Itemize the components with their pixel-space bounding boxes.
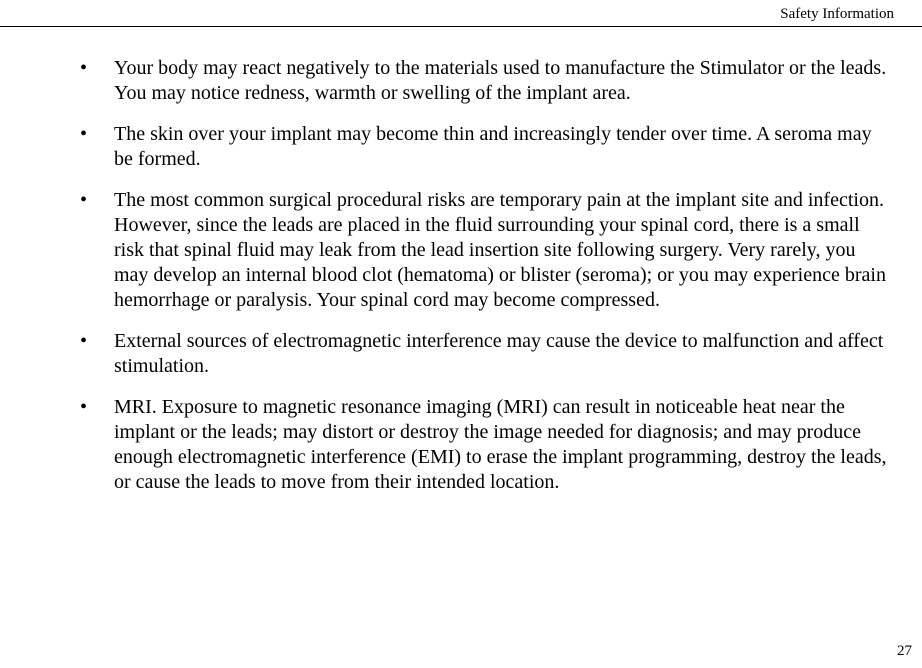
bullet-text: The most common surgical procedural risk…	[114, 189, 886, 311]
bullet-list: • Your body may react negatively to the …	[80, 56, 894, 495]
header-rule	[0, 26, 922, 27]
bullet-icon: •	[80, 329, 87, 354]
list-item: • External sources of electromagnetic in…	[80, 329, 894, 379]
page-number: 27	[897, 643, 912, 660]
bullet-icon: •	[80, 56, 87, 81]
bullet-icon: •	[80, 395, 87, 420]
content-area: • Your body may react negatively to the …	[80, 56, 894, 511]
page-header-title: Safety Information	[780, 6, 894, 23]
list-item: • Your body may react negatively to the …	[80, 56, 894, 106]
bullet-icon: •	[80, 188, 87, 213]
list-item: • MRI. Exposure to magnetic resonance im…	[80, 395, 894, 495]
bullet-text: MRI. Exposure to magnetic resonance imag…	[114, 396, 886, 493]
bullet-text: The skin over your implant may become th…	[114, 123, 872, 170]
bullet-text: External sources of electromagnetic inte…	[114, 330, 883, 377]
bullet-icon: •	[80, 122, 87, 147]
bullet-text: Your body may react negatively to the ma…	[114, 57, 886, 104]
list-item: • The skin over your implant may become …	[80, 122, 894, 172]
list-item: • The most common surgical procedural ri…	[80, 188, 894, 313]
